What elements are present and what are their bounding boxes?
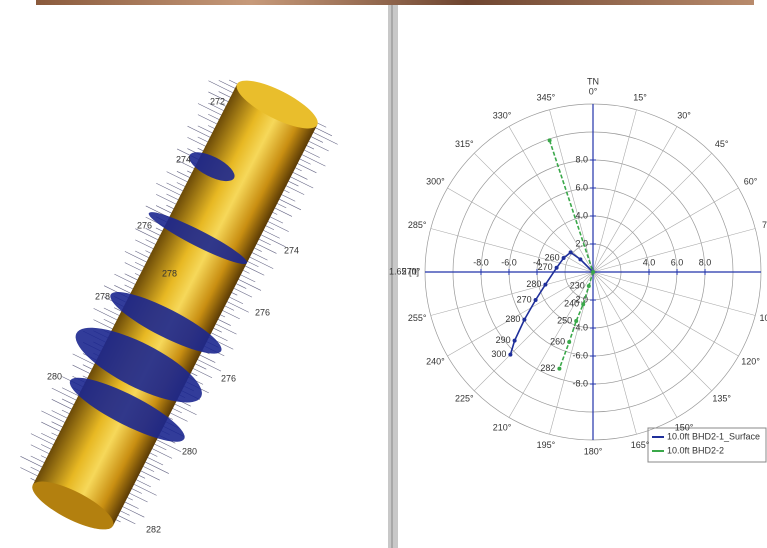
point-label: 282 — [540, 363, 555, 373]
point — [555, 266, 559, 270]
point-label: 280 — [505, 314, 520, 324]
point — [534, 298, 538, 302]
angle-label: 75° — [762, 220, 767, 230]
borehole-3d — [0, 58, 348, 548]
spoke — [593, 110, 636, 272]
angle-label: 105° — [759, 313, 767, 323]
legend-label: 10.0ft BHD2-2 — [667, 445, 724, 455]
spoke — [593, 272, 636, 434]
spoke — [593, 272, 677, 417]
angle-label: 240° — [426, 356, 445, 366]
angle-label: 345° — [537, 93, 556, 103]
spoke — [593, 188, 738, 272]
x-tick-label: 6.0 — [671, 257, 684, 267]
point — [581, 302, 585, 306]
point — [508, 353, 512, 357]
y-tick-label: 6.0 — [575, 182, 588, 192]
point — [578, 257, 582, 261]
spoke — [593, 272, 755, 315]
depth-label: 280 — [47, 371, 62, 381]
depth-label: 276 — [137, 220, 152, 230]
page: 272 274 276 274 278 278 276 280 276 280 282 0° 15° 30… — [0, 0, 767, 548]
point-label: 240 — [564, 299, 579, 309]
legend-label: 10.0ft BHD2-1_Surface — [667, 431, 760, 441]
angle-label: 330° — [493, 110, 512, 120]
y-tick-label: 4.0 — [575, 210, 588, 220]
top-image-strip — [36, 0, 754, 5]
x-tick-label: 4.0 — [643, 257, 656, 267]
point — [591, 270, 595, 274]
depth-label: 278 — [95, 291, 110, 301]
point-label: 300 — [491, 349, 506, 359]
angle-label: 285° — [408, 220, 427, 230]
angle-label: 45° — [715, 139, 729, 149]
x-tick-label: 8.0 — [699, 257, 712, 267]
point — [562, 256, 566, 260]
y-tick-label: -6.0 — [572, 350, 588, 360]
depth-label: 278 — [162, 268, 177, 278]
angle-label: 225° — [455, 394, 474, 404]
depth-label: 274 — [284, 245, 299, 255]
depth-label: 282 — [146, 524, 161, 534]
angle-label: 120° — [741, 356, 760, 366]
spoke — [593, 272, 712, 391]
point — [587, 284, 591, 288]
x-tick-label: -6.0 — [501, 257, 517, 267]
angle-label: 255° — [408, 313, 427, 323]
angle-label: 30° — [677, 110, 691, 120]
angle-label: 180° — [584, 446, 603, 456]
point — [548, 138, 552, 142]
angle-label: 165° — [631, 440, 650, 450]
point-label: 270 — [538, 262, 553, 272]
angle-label: 195° — [537, 440, 556, 450]
angle-label: 15° — [633, 93, 647, 103]
spoke — [593, 272, 738, 356]
angle-label: 135° — [712, 394, 731, 404]
north-label: TN — [587, 76, 599, 86]
angle-label: 210° — [493, 422, 512, 432]
angle-label: 0° — [589, 86, 598, 96]
borehole-cylinder — [33, 84, 317, 526]
spoke — [509, 127, 593, 272]
y-tick-label: -8.0 — [572, 378, 588, 388]
point — [569, 250, 573, 254]
angle-label: 300° — [426, 176, 445, 186]
point — [557, 367, 561, 371]
splitter[interactable] — [388, 5, 398, 548]
point-label: 260 — [550, 336, 565, 346]
depth-label: 276 — [255, 307, 270, 317]
point — [567, 340, 571, 344]
y-tick-label: 8.0 — [575, 154, 588, 164]
scale-label: 1.65 [ft] — [389, 266, 419, 276]
point — [574, 319, 578, 323]
screen: 272 274 276 274 278 278 276 280 276 280 282 0° 15° 30… — [0, 0, 767, 548]
point-label: 250 — [557, 315, 572, 325]
spoke — [593, 127, 677, 272]
angle-label: 60° — [744, 176, 758, 186]
depth-label: 280 — [182, 446, 197, 456]
spoke — [448, 188, 593, 272]
x-tick-label: -8.0 — [473, 257, 489, 267]
depth-label: 274 — [176, 154, 191, 164]
depth-label: 272 — [210, 96, 225, 106]
point — [522, 318, 526, 322]
spoke — [593, 153, 712, 272]
depth-label: 276 — [221, 373, 236, 383]
angle-label: 315° — [455, 139, 474, 149]
point-label: 260 — [545, 252, 560, 262]
spoke — [431, 272, 593, 315]
point-label: 280 — [526, 279, 541, 289]
point-label: 290 — [496, 335, 511, 345]
point — [513, 339, 517, 343]
point-label: 230 — [570, 280, 585, 290]
point — [543, 283, 547, 287]
point-label: 270 — [517, 294, 532, 304]
